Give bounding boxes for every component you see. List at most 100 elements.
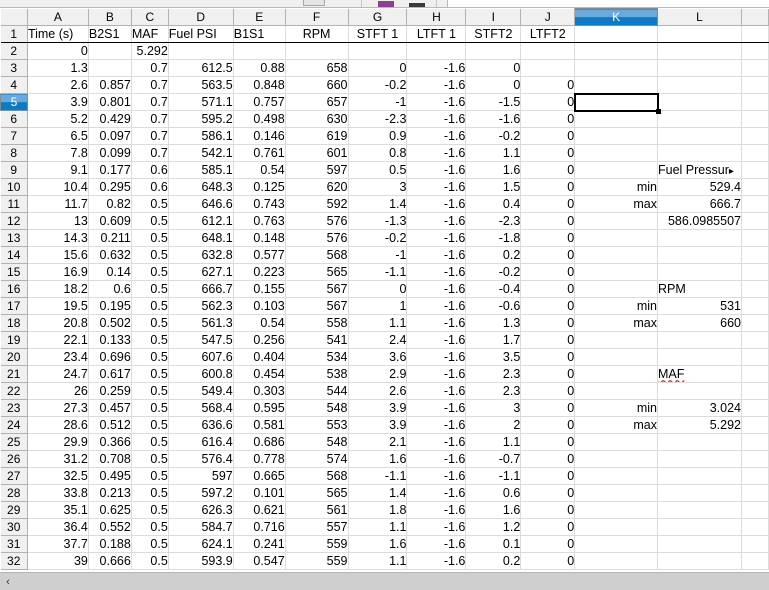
cell-J21[interactable]: 0 (520, 365, 576, 383)
cell-E3[interactable]: 0.88 (233, 59, 286, 77)
cell-B25[interactable]: 0.366 (88, 433, 132, 451)
cell-L7[interactable] (657, 127, 742, 145)
cell-I30[interactable]: 1.2 (465, 518, 522, 536)
cell-E30[interactable]: 0.716 (233, 518, 286, 536)
cell-G23[interactable]: 3.9 (348, 399, 408, 417)
row-header-3[interactable]: 3 (0, 59, 28, 77)
cell-K10[interactable]: min (574, 178, 659, 196)
cell-E21[interactable]: 0.454 (233, 365, 286, 383)
cell-H16[interactable]: -1.6 (406, 280, 467, 298)
row-header-12[interactable]: 12 (0, 212, 28, 230)
cell-L11[interactable]: 666.7 (657, 195, 742, 213)
cell-L8[interactable] (657, 144, 742, 162)
cell-F32[interactable]: 559 (285, 552, 349, 570)
cell-F14[interactable]: 568 (285, 246, 349, 264)
cell-H26[interactable]: -1.6 (406, 450, 467, 468)
column-header-h[interactable]: H (406, 8, 467, 26)
cell-D14[interactable]: 632.8 (168, 246, 234, 264)
cell-A20[interactable]: 23.4 (27, 348, 89, 366)
cell-L26[interactable] (657, 450, 742, 468)
cell-L17[interactable]: 531 (657, 297, 742, 315)
cell-C14[interactable]: 0.5 (131, 246, 169, 264)
cell-H32[interactable]: -1.6 (406, 552, 467, 570)
row-header-8[interactable]: 8 (0, 144, 28, 162)
cell-K28[interactable] (574, 484, 659, 502)
cell-J17[interactable]: 0 (520, 297, 576, 315)
cell-C20[interactable]: 0.5 (131, 348, 169, 366)
cell-D3[interactable]: 612.5 (168, 59, 234, 77)
column-header-blank[interactable] (740, 8, 769, 26)
cell-E15[interactable]: 0.223 (233, 263, 286, 281)
cell-E31[interactable]: 0.241 (233, 535, 286, 553)
row-header-31[interactable]: 31 (0, 535, 28, 553)
table-row[interactable]: 21 24.7 0.617 0.5 600.8 0.454 538 2.9 -1.6 2.3 0 MA… (0, 365, 769, 383)
table-row[interactable]: 32 39 0.666 0.5 593.9 0.547 559 1.1 -1.6 0.2 0 (0, 552, 769, 570)
cell-B9[interactable]: 0.177 (88, 161, 132, 179)
cell-F27[interactable]: 568 (285, 467, 349, 485)
cell-F5[interactable]: 657 (285, 93, 349, 111)
cell-E7[interactable]: 0.146 (233, 127, 286, 145)
cell-K11[interactable]: max (574, 195, 659, 213)
cell-E32[interactable]: 0.547 (233, 552, 286, 570)
cell-H20[interactable]: -1.6 (406, 348, 467, 366)
row-header-32[interactable]: 32 (0, 552, 28, 570)
row-header-26[interactable]: 26 (0, 450, 28, 468)
table-row[interactable]: 19 22.1 0.133 0.5 547.5 0.256 541 2.4 -1.6 1.7 0 (0, 331, 769, 349)
cell-L4[interactable] (657, 76, 742, 94)
cell-J26[interactable]: 0 (520, 450, 576, 468)
cell-J10[interactable]: 0 (520, 178, 576, 196)
row-header-22[interactable]: 22 (0, 382, 28, 400)
cell-G27[interactable]: -1.1 (348, 467, 408, 485)
cell-E12[interactable]: 0.763 (233, 212, 286, 230)
cell-B15[interactable]: 0.14 (88, 263, 132, 281)
cell-E9[interactable]: 0.54 (233, 161, 286, 179)
cell-A32[interactable]: 39 (27, 552, 89, 570)
table-row[interactable]: 28 33.8 0.213 0.5 597.2 0.101 565 1.4 -1.6 0.6 0 (0, 484, 769, 502)
cell-F2[interactable] (285, 42, 349, 60)
cell-C19[interactable]: 0.5 (131, 331, 169, 349)
cell-A9[interactable]: 9.1 (27, 161, 89, 179)
cell-C6[interactable]: 0.7 (131, 110, 169, 128)
cell-J27[interactable]: 0 (520, 467, 576, 485)
cell-B32[interactable]: 0.666 (88, 552, 132, 570)
cell-H15[interactable]: -1.6 (406, 263, 467, 281)
cell-D10[interactable]: 648.3 (168, 178, 234, 196)
cell-G11[interactable]: 1.4 (348, 195, 408, 213)
cell-A29[interactable]: 35.1 (27, 501, 89, 519)
cell-K7[interactable] (574, 127, 659, 145)
cell-C16[interactable]: 0.5 (131, 280, 169, 298)
cell-I24[interactable]: 2 (465, 416, 522, 434)
cell-G5[interactable]: -1 (348, 93, 408, 111)
cell-C13[interactable]: 0.5 (131, 229, 169, 247)
cell-B3[interactable] (88, 59, 132, 77)
cell-x19[interactable] (741, 331, 769, 349)
cell-J15[interactable]: 0 (520, 263, 576, 281)
cell-F26[interactable]: 574 (285, 450, 349, 468)
cell-J20[interactable]: 0 (520, 348, 576, 366)
table-row[interactable]: 2 0 5.292 (0, 42, 769, 60)
column-header-b[interactable]: B (87, 8, 132, 26)
cell-H1[interactable]: LTFT 1 (406, 25, 467, 43)
cell-G31[interactable]: 1.6 (348, 535, 408, 553)
cell-x13[interactable] (741, 229, 769, 247)
cell-J2[interactable] (520, 42, 576, 60)
cell-J31[interactable]: 0 (520, 535, 576, 553)
table-row[interactable]: 12 13 0.609 0.5 612.1 0.763 576 -1.3 -1.6 -2.3 0 58… (0, 212, 769, 230)
cell-A19[interactable]: 22.1 (27, 331, 89, 349)
cell-K17[interactable]: min (574, 297, 659, 315)
cell-H8[interactable]: -1.6 (406, 144, 467, 162)
cell-A8[interactable]: 7.8 (27, 144, 89, 162)
cell-F28[interactable]: 565 (285, 484, 349, 502)
cell-C1[interactable]: MAF (131, 25, 169, 43)
select-all-corner[interactable] (0, 8, 28, 26)
cell-I10[interactable]: 1.5 (465, 178, 522, 196)
cell-L2[interactable] (657, 42, 742, 60)
cell-I31[interactable]: 0.1 (465, 535, 522, 553)
cell-H18[interactable]: -1.6 (406, 314, 467, 332)
cell-x7[interactable] (741, 127, 769, 145)
cell-J4[interactable]: 0 (520, 76, 576, 94)
cell-D8[interactable]: 542.1 (168, 144, 234, 162)
cell-x25[interactable] (741, 433, 769, 451)
cell-E29[interactable]: 0.621 (233, 501, 286, 519)
cell-E23[interactable]: 0.595 (233, 399, 286, 417)
